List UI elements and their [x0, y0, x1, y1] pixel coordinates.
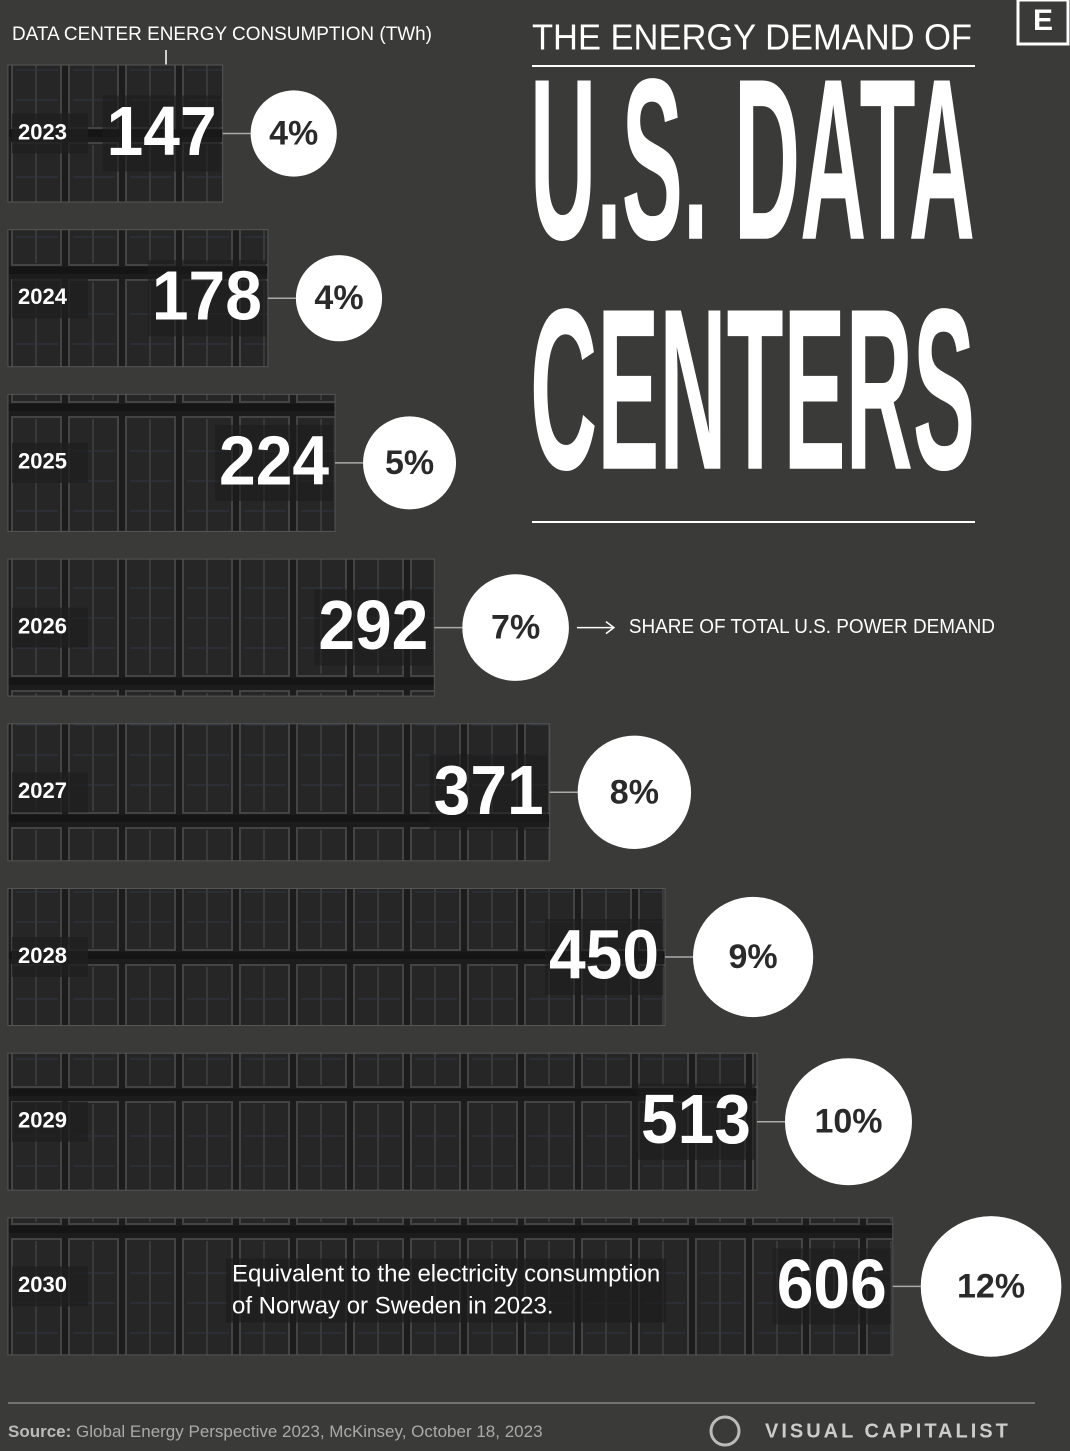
- title: U.S. DATA: [530, 31, 975, 288]
- share-bubble: [920, 1216, 1062, 1357]
- value-label: 178: [152, 257, 262, 335]
- value-label: 292: [318, 586, 428, 664]
- share-bubble: [295, 255, 383, 342]
- plot: 2023 147 4% 2024 178 4% 2025 224 5% 2026 292 7% SHAR…: [7, 64, 1062, 1357]
- source-label: Source:: [8, 1422, 71, 1441]
- legend-arrow-head: [605, 621, 616, 635]
- share-label: 4%: [314, 279, 363, 317]
- source: Source: Global Energy Perspective 2023, …: [8, 1422, 543, 1441]
- value-label: 371: [434, 751, 544, 829]
- category-label: 2024: [18, 284, 68, 309]
- share-bubble: [462, 574, 569, 681]
- source-text: Global Energy Perspective 2023, McKinsey…: [76, 1422, 543, 1441]
- brand: VISUAL CAPITALIST: [765, 1420, 1011, 1442]
- share-label: 10%: [814, 1103, 882, 1141]
- value-label: 224: [219, 421, 329, 499]
- row-label-bg: [12, 1266, 88, 1307]
- corner-logo: E: [1033, 4, 1053, 37]
- row-label-bg: [12, 278, 88, 319]
- row-label-bg: [12, 937, 88, 977]
- share-bubble: [250, 90, 337, 177]
- bar: [7, 1052, 758, 1191]
- share-bubble: [363, 416, 457, 510]
- value-label: 450: [549, 915, 659, 993]
- annotation-bg: [226, 1258, 666, 1291]
- annotation-bg: [226, 1290, 666, 1323]
- category-label: 2023: [18, 119, 67, 144]
- value-bg: [147, 260, 266, 337]
- supertitle: THE ENERGY DEMAND OF: [532, 17, 972, 58]
- title: CENTERS: [530, 261, 975, 518]
- brand-icon: [709, 1415, 741, 1447]
- share-label: 5%: [385, 444, 434, 482]
- annotation: of Norway or Sweden in 2023.: [232, 1293, 554, 1320]
- share-label: 8%: [610, 773, 659, 811]
- row-label-bg: [12, 772, 88, 813]
- value-bg: [772, 1248, 891, 1325]
- value-bg: [102, 95, 221, 172]
- axis-label: DATA CENTER ENERGY CONSUMPTION (TWh): [12, 24, 432, 45]
- category-label: 2028: [18, 943, 67, 968]
- value-bg: [429, 754, 548, 831]
- value-bg: [314, 589, 433, 666]
- legend-label: SHARE OF TOTAL U.S. POWER DEMAND: [629, 616, 995, 638]
- value-label: 606: [777, 1245, 887, 1323]
- value-bg: [636, 1083, 755, 1160]
- annotation: Equivalent to the electricity consumptio…: [232, 1261, 660, 1288]
- logo-box: [1016, 0, 1070, 46]
- row-label-bg: [12, 1101, 88, 1142]
- row-label-bg: [12, 442, 88, 483]
- value-bg: [215, 424, 334, 501]
- value-label: 147: [107, 92, 217, 170]
- share-label: 7%: [491, 609, 540, 647]
- share-bubble: [693, 896, 814, 1018]
- category-label: 2027: [18, 778, 67, 803]
- row-label-bg: [12, 607, 88, 648]
- row-label-bg: [12, 113, 88, 154]
- value-label: 513: [641, 1080, 751, 1158]
- category-label: 2029: [18, 1108, 67, 1133]
- share-bubble: [577, 735, 692, 849]
- value-bg: [545, 919, 663, 995]
- share-label: 4%: [269, 114, 318, 152]
- category-label: 2026: [18, 613, 67, 638]
- share-label: 12%: [957, 1267, 1025, 1305]
- share-bubble: [784, 1058, 912, 1186]
- share-label: 9%: [729, 938, 778, 976]
- category-label: 2025: [18, 449, 67, 474]
- category-label: 2030: [18, 1272, 67, 1297]
